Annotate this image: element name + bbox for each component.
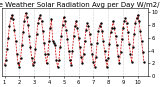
Title: Milwaukee Weather Solar Radiation Avg per Day W/m2/minute: Milwaukee Weather Solar Radiation Avg pe… bbox=[0, 2, 160, 8]
